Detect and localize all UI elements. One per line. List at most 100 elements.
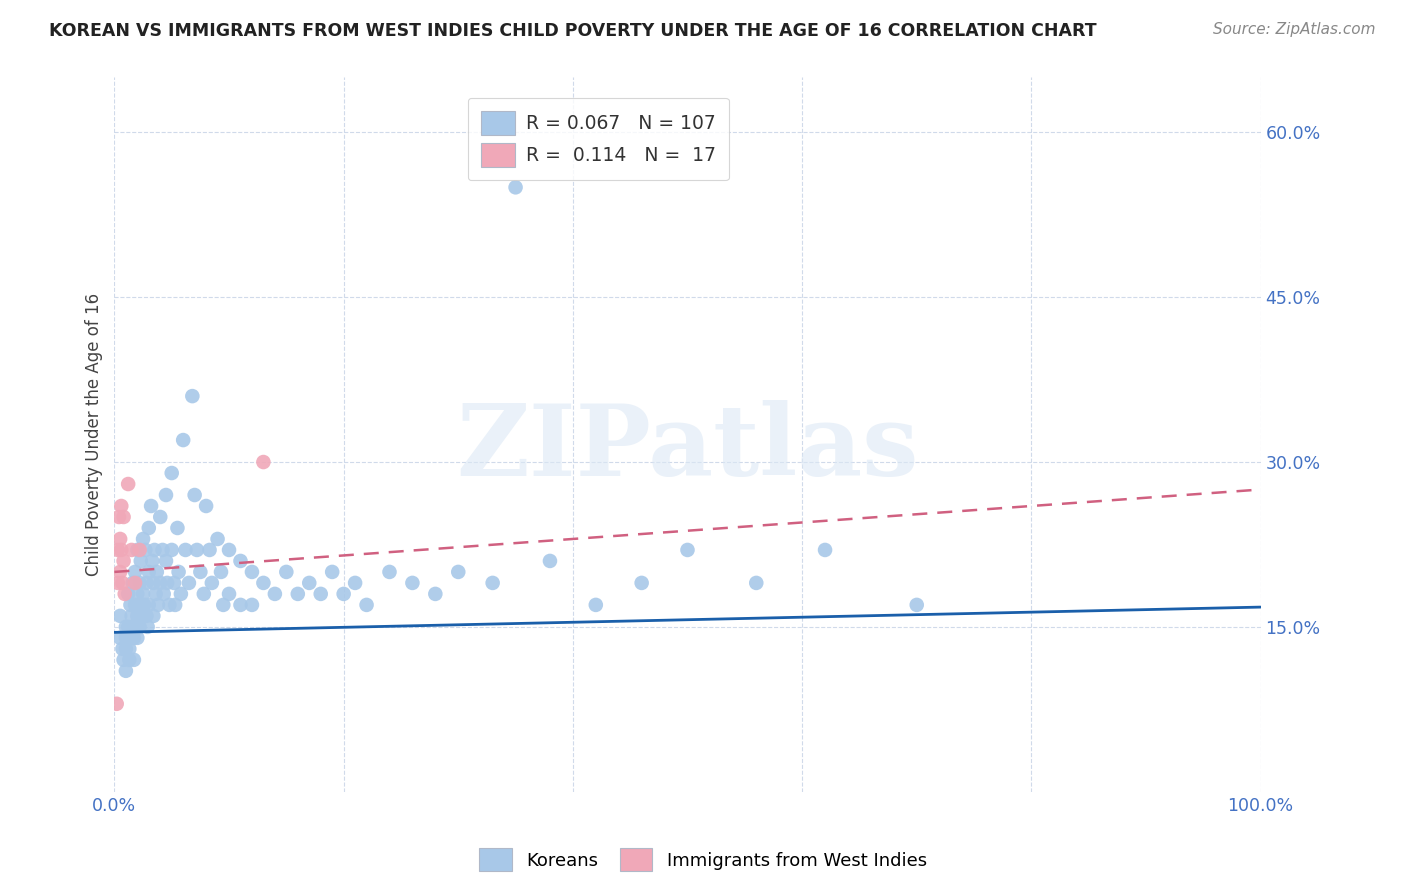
Point [745, 575, 768, 590]
Point [276, 565, 298, 579]
Point [122, 631, 145, 645]
Point [814, 543, 837, 558]
Point [135, 608, 157, 623]
Text: Source: ZipAtlas.com: Source: ZipAtlas.com [1212, 22, 1375, 37]
Point [167, 565, 190, 579]
Point [163, 575, 186, 590]
Point [287, 587, 309, 601]
Point [159, 598, 181, 612]
Point [129, 554, 152, 568]
Point [146, 565, 169, 579]
Point [115, 631, 138, 645]
Point [309, 587, 332, 601]
Point [141, 554, 163, 568]
Point [128, 575, 150, 590]
Point [190, 565, 212, 579]
Point [138, 565, 160, 579]
Point [229, 554, 252, 568]
Point [132, 587, 155, 601]
Point [118, 653, 141, 667]
Point [134, 543, 156, 558]
Point [201, 575, 224, 590]
Point [356, 598, 378, 612]
Point [401, 575, 423, 590]
Point [155, 488, 177, 502]
Point [538, 554, 561, 568]
Point [146, 598, 169, 612]
Point [112, 510, 135, 524]
Point [186, 543, 208, 558]
Point [630, 575, 652, 590]
Point [505, 180, 527, 194]
Point [112, 653, 135, 667]
Point [139, 499, 162, 513]
Point [160, 543, 183, 558]
Point [114, 587, 136, 601]
Point [127, 543, 149, 558]
Point [118, 641, 141, 656]
Point [252, 455, 274, 469]
Point [135, 575, 157, 590]
Point [447, 565, 470, 579]
Point [129, 598, 152, 612]
Point [425, 587, 447, 601]
Point [131, 608, 153, 623]
Point [121, 620, 143, 634]
Point [127, 608, 149, 623]
Point [152, 587, 174, 601]
Point [142, 608, 165, 623]
Point [110, 543, 132, 558]
Point [121, 631, 143, 645]
Point [120, 598, 142, 612]
Text: ZIPatlas: ZIPatlas [457, 401, 918, 498]
Point [149, 575, 172, 590]
Point [110, 499, 132, 513]
Point [218, 543, 240, 558]
Point [240, 565, 263, 579]
Point [115, 664, 138, 678]
Point [121, 575, 143, 590]
Point [132, 532, 155, 546]
Point [143, 543, 166, 558]
Point [128, 620, 150, 634]
Point [121, 543, 143, 558]
Point [107, 543, 129, 558]
Point [111, 641, 134, 656]
Point [218, 587, 240, 601]
Point [344, 575, 367, 590]
Point [252, 575, 274, 590]
Point [136, 620, 159, 634]
Point [905, 598, 928, 612]
Point [155, 554, 177, 568]
Point [142, 575, 165, 590]
Point [124, 575, 146, 590]
Point [585, 598, 607, 612]
Point [321, 565, 343, 579]
Point [160, 466, 183, 480]
Point [134, 598, 156, 612]
Point [117, 587, 139, 601]
Point [676, 543, 699, 558]
Point [108, 565, 131, 579]
Point [481, 575, 503, 590]
Point [209, 565, 232, 579]
Point [111, 575, 134, 590]
Point [122, 653, 145, 667]
Point [170, 587, 193, 601]
Point [195, 499, 218, 513]
Point [298, 575, 321, 590]
Point [117, 620, 139, 634]
Point [117, 477, 139, 491]
Point [127, 587, 149, 601]
Point [378, 565, 401, 579]
Legend: R = 0.067   N = 107, R =  0.114   N =  17: R = 0.067 N = 107, R = 0.114 N = 17 [468, 97, 728, 180]
Point [152, 543, 174, 558]
Point [108, 510, 131, 524]
Point [115, 641, 138, 656]
Point [198, 543, 221, 558]
Point [174, 543, 197, 558]
Point [212, 598, 235, 612]
Point [183, 488, 205, 502]
Point [121, 608, 143, 623]
Point [138, 521, 160, 535]
